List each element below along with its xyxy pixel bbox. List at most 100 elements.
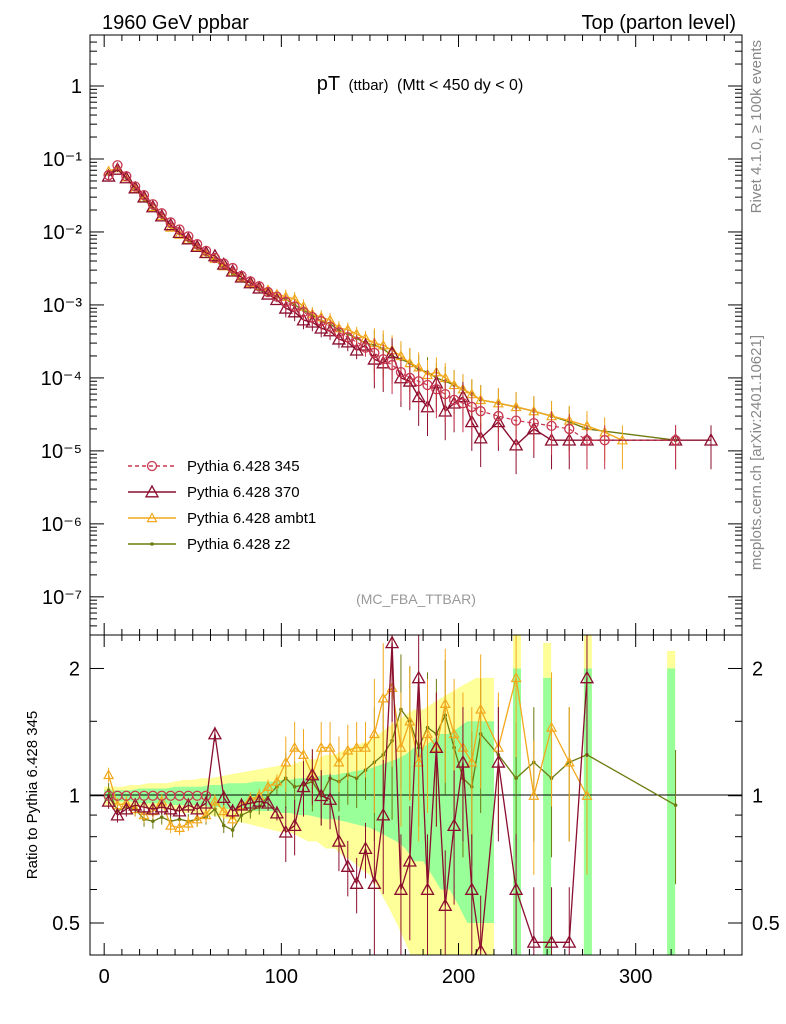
watermark: (MC_FBA_TTBAR) xyxy=(356,591,476,607)
marker-p345 xyxy=(528,417,539,429)
legend-label-ambt1: Pythia 6.428 ambt1 xyxy=(187,510,316,527)
marker-p370 xyxy=(287,304,302,318)
marker-p370 xyxy=(136,189,152,203)
marker-p370 xyxy=(119,170,134,184)
ratio-marker-ambt1 xyxy=(368,728,380,739)
legend-label-p370: Pythia 6.428 370 xyxy=(187,484,300,501)
band-spike-inner xyxy=(583,668,592,955)
y-tick-label: 10⁻⁷ xyxy=(42,587,82,609)
ratio-marker-p370 xyxy=(314,788,329,802)
x-tick-label: 300 xyxy=(619,966,652,988)
marker-p370 xyxy=(703,432,719,446)
ratio-marker-ambt1 xyxy=(404,715,416,726)
ratio-marker-ambt1 xyxy=(546,721,558,732)
ratio-marker-ambt1 xyxy=(395,741,407,752)
marker-p370 xyxy=(128,180,143,194)
ratio-marker-ambt1 xyxy=(182,817,194,828)
ratio-panel-frame xyxy=(89,634,743,956)
ratio-marker-ambt1 xyxy=(315,741,327,752)
marker-p345 xyxy=(351,336,362,348)
marker-p370 xyxy=(181,231,196,245)
marker-p345 xyxy=(227,262,238,274)
ratio-marker-ambt1 xyxy=(271,775,283,786)
ratio-marker-ambt1 xyxy=(448,728,460,739)
ratio-marker-p370 xyxy=(269,805,285,819)
ratio-ylabel: Ratio to Pythia 6.428 345 xyxy=(24,711,41,879)
marker-ambt1 xyxy=(191,241,203,252)
series-line-z2 xyxy=(108,167,676,441)
marker-p370 xyxy=(314,320,329,334)
marker-p345 xyxy=(147,199,159,210)
marker-p345 xyxy=(431,384,442,395)
ratio-marker-p370 xyxy=(128,797,143,811)
ratio-marker-z2 xyxy=(514,776,518,781)
title-main: pT xyxy=(317,73,340,95)
marker-p345 xyxy=(254,281,265,292)
title-cond: (Mtt < 450 dy < 0) xyxy=(397,77,523,94)
y-tick-label: 1 xyxy=(71,76,82,98)
ratio-marker-ambt1 xyxy=(466,756,478,767)
marker-p370 xyxy=(278,300,293,314)
marker-p345 xyxy=(360,342,371,353)
marker-p345 xyxy=(510,415,522,426)
ratio-marker-ambt1 xyxy=(359,741,372,752)
ratio-marker-p370 xyxy=(181,797,196,811)
marker-p370 xyxy=(260,286,276,300)
marker-p345 xyxy=(165,217,176,228)
ratio-marker-p370 xyxy=(207,726,223,740)
y-tick-label: 10⁻¹ xyxy=(43,149,83,171)
marker-p345 xyxy=(218,258,229,269)
ratio-marker-ambt1 xyxy=(475,703,487,714)
ratio-marker-p370 xyxy=(411,670,426,684)
ratio-marker-p370 xyxy=(579,670,595,684)
x-axis: 0 100 200 300 xyxy=(99,35,725,988)
ratio-marker-p345 xyxy=(200,790,212,801)
legend-marker-ambt1 xyxy=(146,512,158,523)
marker-p345 xyxy=(156,208,167,219)
marker-p345 xyxy=(386,359,398,371)
ratio-marker-p370 xyxy=(260,795,276,809)
marker-p370 xyxy=(225,263,240,277)
band-spike-inner xyxy=(512,668,521,955)
marker-p345 xyxy=(342,332,353,343)
ratio-marker-ambt1 xyxy=(165,819,177,830)
y-tick-label: 10⁻³ xyxy=(43,295,83,317)
marker-p345 xyxy=(564,423,575,435)
marker-p370 xyxy=(207,248,223,262)
marker-p345 xyxy=(280,296,291,308)
marker-p370 xyxy=(198,245,214,259)
marker-p345 xyxy=(121,171,132,182)
marker-p345 xyxy=(245,276,256,287)
ratio-marker-ambt1 xyxy=(413,756,425,767)
marker-p345 xyxy=(422,379,433,391)
marker-ambt1 xyxy=(156,210,168,221)
ratio-marker-p370 xyxy=(446,818,462,832)
series-z2 xyxy=(106,165,678,470)
marker-p370 xyxy=(243,275,258,289)
ratio-tick-label-right: 0.5 xyxy=(752,913,780,935)
ratio-marker-p370 xyxy=(464,882,479,895)
ratio-marker-p370 xyxy=(287,818,302,832)
legend-label-p345: Pythia 6.428 345 xyxy=(187,458,300,475)
ratio-marker-z2 xyxy=(159,815,164,819)
marker-p345 xyxy=(378,354,389,365)
ratio-marker-p370 xyxy=(331,834,347,847)
marker-p345 xyxy=(174,224,185,235)
band-spike-inner xyxy=(543,677,552,955)
ratio-marker-p370 xyxy=(455,754,471,768)
ratio-marker-p370 xyxy=(384,635,400,649)
ratio-marker-p370 xyxy=(491,754,506,768)
ratio-marker-ambt1 xyxy=(209,795,221,806)
marker-p370 xyxy=(331,331,347,345)
marker-ambt1 xyxy=(147,201,159,212)
ratio-panel: 0.5 0.5 1 1 2 2 Ratio to Pythia 6.428 345 xyxy=(24,634,780,956)
x-tick-label: 0 xyxy=(99,966,110,988)
ratio-marker-p370 xyxy=(544,934,559,948)
ratio-marker-ambt1 xyxy=(421,728,434,739)
ratio-marker-z2 xyxy=(292,784,297,789)
marker-p345 xyxy=(112,160,123,171)
marker-p345 xyxy=(413,376,424,387)
rivet-label: Rivet 4.1.0, ≥ 100k events xyxy=(748,40,765,213)
marker-p345 xyxy=(599,435,610,446)
ratio-marker-p370 xyxy=(402,853,417,867)
